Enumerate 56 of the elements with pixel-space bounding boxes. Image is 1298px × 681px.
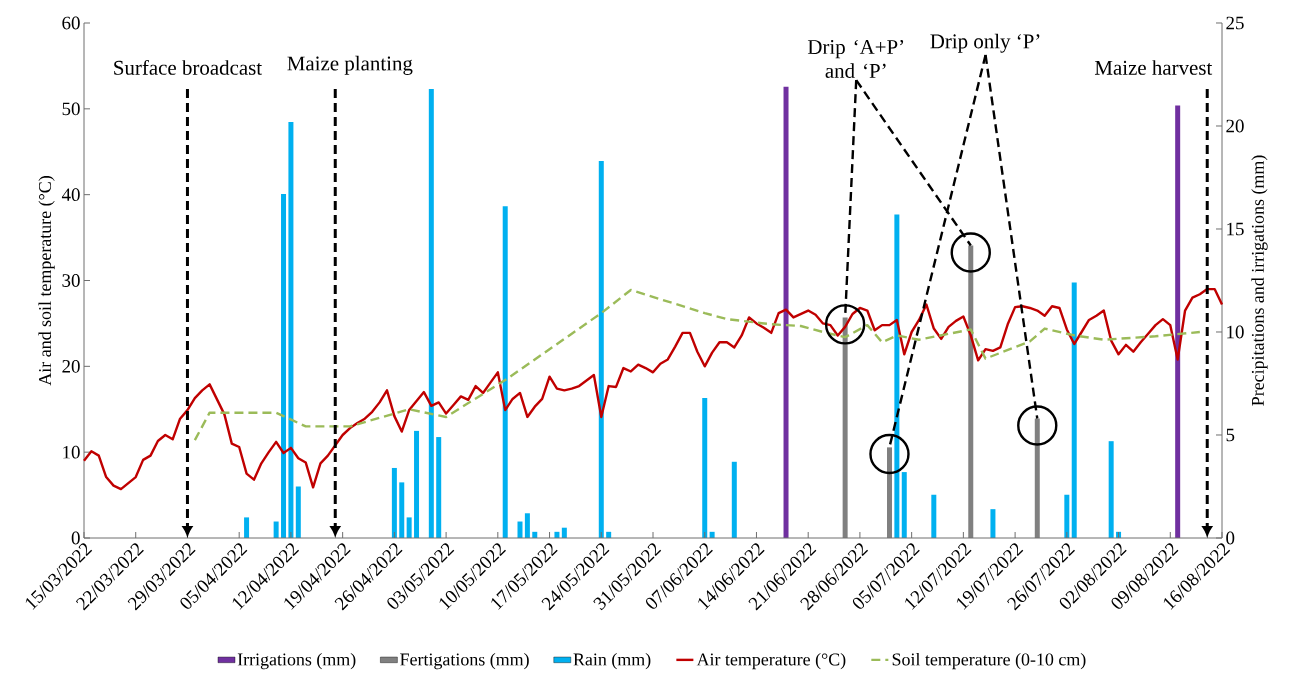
bar <box>502 206 508 538</box>
bar <box>968 245 974 538</box>
annotation: Drip ‘A+P’ and ‘P’ <box>807 39 904 78</box>
bar <box>428 88 434 538</box>
y2-tick-label: 5 <box>1226 428 1235 442</box>
ref-line-label: Surface broadcast <box>114 59 262 75</box>
bar <box>1064 494 1070 538</box>
y-tick-label: 50 <box>62 102 80 116</box>
ref-line-label: Maize planting <box>287 55 413 75</box>
bar <box>598 161 604 538</box>
y-axis-title: Air and soil temperature (°C) <box>38 176 55 386</box>
bar <box>524 513 530 538</box>
legend-label: Air temperature (°C) <box>696 652 846 670</box>
bar <box>1034 418 1040 538</box>
bar <box>990 509 996 538</box>
bar <box>842 317 848 538</box>
y2-tick-label: 25 <box>1226 16 1244 30</box>
y-tick-label: 30 <box>62 274 80 287</box>
line-series <box>193 288 1202 442</box>
bar <box>281 193 287 538</box>
y-tick-label: 10 <box>63 445 80 459</box>
bar <box>288 121 294 538</box>
y-tick-label: 0 <box>71 531 80 545</box>
bar <box>244 517 250 538</box>
bar <box>406 517 412 538</box>
y2-tick-label: 20 <box>1226 119 1244 133</box>
bar <box>783 86 789 538</box>
bar <box>731 461 737 538</box>
bar <box>901 472 907 538</box>
legend-label: Fertigations (mm) <box>400 652 529 670</box>
annotation: Drip only ‘P’ <box>930 33 1040 53</box>
y2-tick-label: 15 <box>1227 222 1244 236</box>
y2-tick-label: 0 <box>1226 531 1235 545</box>
bar <box>517 521 523 538</box>
bar <box>399 482 405 538</box>
bar <box>886 447 892 538</box>
bar <box>931 494 937 538</box>
bar <box>1175 105 1181 538</box>
y-tick-label: 20 <box>62 359 80 373</box>
y2-tick-label: 10 <box>1227 325 1244 339</box>
bar <box>1071 282 1077 538</box>
legend-label: Rain (mm) <box>573 652 651 670</box>
y-tick-label: 60 <box>62 16 80 30</box>
y-tick-label: 40 <box>61 188 80 202</box>
bar <box>894 214 900 538</box>
bar <box>391 467 397 538</box>
bar <box>1108 441 1114 538</box>
bar <box>295 486 301 538</box>
y2-axis-title: Precipitations and irrigations (mm) <box>1251 155 1268 406</box>
ref-line-label: Maize harvest <box>1094 60 1213 75</box>
bar <box>702 397 708 538</box>
legend-label: Irrigations (mm) <box>237 652 356 670</box>
bar <box>273 521 279 538</box>
legend-label: Soil temperature (0-10 cm) <box>892 652 1086 670</box>
bar <box>436 437 442 538</box>
bar <box>414 430 420 538</box>
